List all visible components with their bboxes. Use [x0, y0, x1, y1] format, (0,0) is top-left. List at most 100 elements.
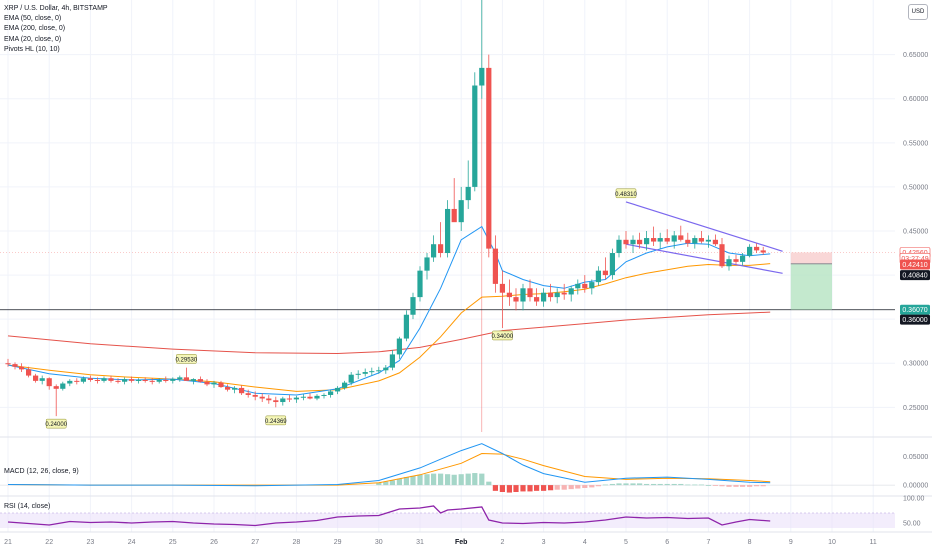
candle-body[interactable] [575, 283, 581, 289]
candle-body[interactable] [101, 378, 107, 381]
macd-title[interactable]: MACD (12, 26, close, 9) [4, 468, 79, 475]
target-zone[interactable] [790, 263, 832, 310]
candle-body[interactable] [342, 382, 348, 388]
candle-body[interactable] [692, 238, 698, 244]
legend-ema50[interactable]: EMA (50, close, 0) [4, 15, 62, 23]
candle-body[interactable] [712, 239, 719, 245]
candle-body[interactable] [445, 208, 451, 254]
candle-body[interactable] [170, 379, 176, 381]
candle-body[interactable] [623, 239, 629, 245]
stop-zone[interactable] [790, 252, 832, 264]
candle-body[interactable] [430, 244, 437, 258]
candle-body[interactable] [136, 379, 142, 381]
candle-body[interactable] [396, 338, 402, 355]
candle-body[interactable] [335, 387, 341, 392]
candle-body[interactable] [307, 396, 313, 399]
candle-body[interactable] [719, 244, 725, 267]
candle-body[interactable] [67, 380, 73, 384]
candle-body[interactable] [218, 382, 224, 388]
candle-body[interactable] [492, 248, 498, 284]
candle-body[interactable] [204, 381, 210, 385]
candle-body[interactable] [609, 253, 616, 276]
candle-body[interactable] [94, 379, 101, 381]
candle-body[interactable] [300, 396, 307, 398]
candle-body[interactable] [183, 377, 189, 381]
candle-body[interactable] [754, 246, 760, 251]
candle-body[interactable] [595, 270, 601, 283]
candle-body[interactable] [630, 239, 636, 245]
candle-body[interactable] [671, 235, 677, 242]
candle-body[interactable] [657, 238, 663, 242]
candle-body[interactable] [142, 379, 148, 381]
candle-body[interactable] [589, 282, 595, 289]
candle-body[interactable] [383, 367, 389, 371]
candle-body[interactable] [245, 393, 251, 395]
candle-body[interactable] [129, 379, 135, 381]
candle-body[interactable] [280, 398, 286, 403]
candle-body[interactable] [410, 297, 416, 315]
candle-body[interactable] [39, 378, 45, 381]
rsi-title[interactable]: RSI (14, close) [4, 503, 51, 510]
candle-body[interactable] [458, 200, 464, 223]
candle-body[interactable] [115, 380, 121, 382]
candle-body[interactable] [211, 382, 217, 385]
candle-body[interactable] [348, 374, 354, 383]
candle-body[interactable] [664, 238, 670, 242]
rsi-pane[interactable] [0, 505, 895, 528]
candle-body[interactable] [259, 396, 265, 399]
candle-body[interactable] [239, 387, 245, 394]
candle-body[interactable] [698, 238, 704, 242]
candle-body[interactable] [12, 364, 18, 367]
currency-button[interactable]: USD [908, 4, 928, 20]
candle-body[interactable] [232, 387, 238, 390]
candle-body[interactable] [190, 379, 196, 381]
time-axis[interactable]: 21 22 23 24 25 26 27 28 29 30 31 Feb 2 3 4 5 6 7 8 9 10 11 [4, 539, 877, 546]
candle-body[interactable] [582, 283, 588, 289]
candle-body[interactable] [87, 378, 93, 380]
candle-body[interactable] [266, 398, 272, 401]
candle-body[interactable] [121, 379, 128, 382]
macd-pane[interactable] [0, 443, 895, 493]
candle-body[interactable] [417, 270, 423, 298]
candle-body[interactable] [327, 391, 334, 395]
candle-body[interactable] [513, 297, 519, 302]
symbol-title[interactable]: XRP / U.S. Dollar, 4h, BITSTAMP [4, 5, 108, 12]
candle-body[interactable] [636, 239, 643, 245]
candle-body[interactable] [644, 238, 650, 245]
candle-body[interactable] [739, 255, 746, 262]
candle-body[interactable] [486, 67, 492, 249]
candle-body[interactable] [362, 372, 368, 374]
legend-ema200[interactable]: EMA (200, close, 0) [4, 25, 66, 33]
candle-body[interactable] [53, 386, 59, 389]
candle-body[interactable] [616, 239, 622, 254]
candle-body[interactable] [273, 400, 279, 403]
candle-body[interactable] [314, 395, 320, 399]
price-pane[interactable]: 0.24000 0.29530 0.24369 0.34000 0.48310 [0, 0, 895, 432]
candle-body[interactable] [403, 314, 410, 339]
candle-body[interactable] [80, 378, 86, 382]
candle-body[interactable] [224, 387, 231, 390]
candle-body[interactable] [760, 250, 766, 253]
candle-body[interactable] [726, 259, 732, 267]
candle-body[interactable] [533, 297, 540, 302]
candle-body[interactable] [685, 239, 691, 244]
candle-body[interactable] [389, 354, 395, 368]
candle-body[interactable] [438, 244, 444, 254]
candle-body[interactable] [18, 366, 25, 370]
candle-body[interactable] [74, 380, 80, 382]
candle-body[interactable] [163, 379, 169, 381]
candle-body[interactable] [451, 208, 457, 223]
candle-body[interactable] [60, 383, 66, 389]
candle-body[interactable] [506, 292, 513, 298]
candle-body[interactable] [499, 283, 505, 293]
candle-body[interactable] [376, 370, 382, 372]
candle-body[interactable] [568, 288, 574, 295]
candle-body[interactable] [355, 373, 361, 375]
candle-body[interactable] [602, 270, 608, 276]
candle-body[interactable] [46, 378, 52, 387]
candle-body[interactable] [293, 397, 299, 400]
candle-body[interactable] [548, 292, 554, 298]
candle-body[interactable] [252, 394, 258, 397]
candle-body[interactable] [554, 292, 560, 298]
